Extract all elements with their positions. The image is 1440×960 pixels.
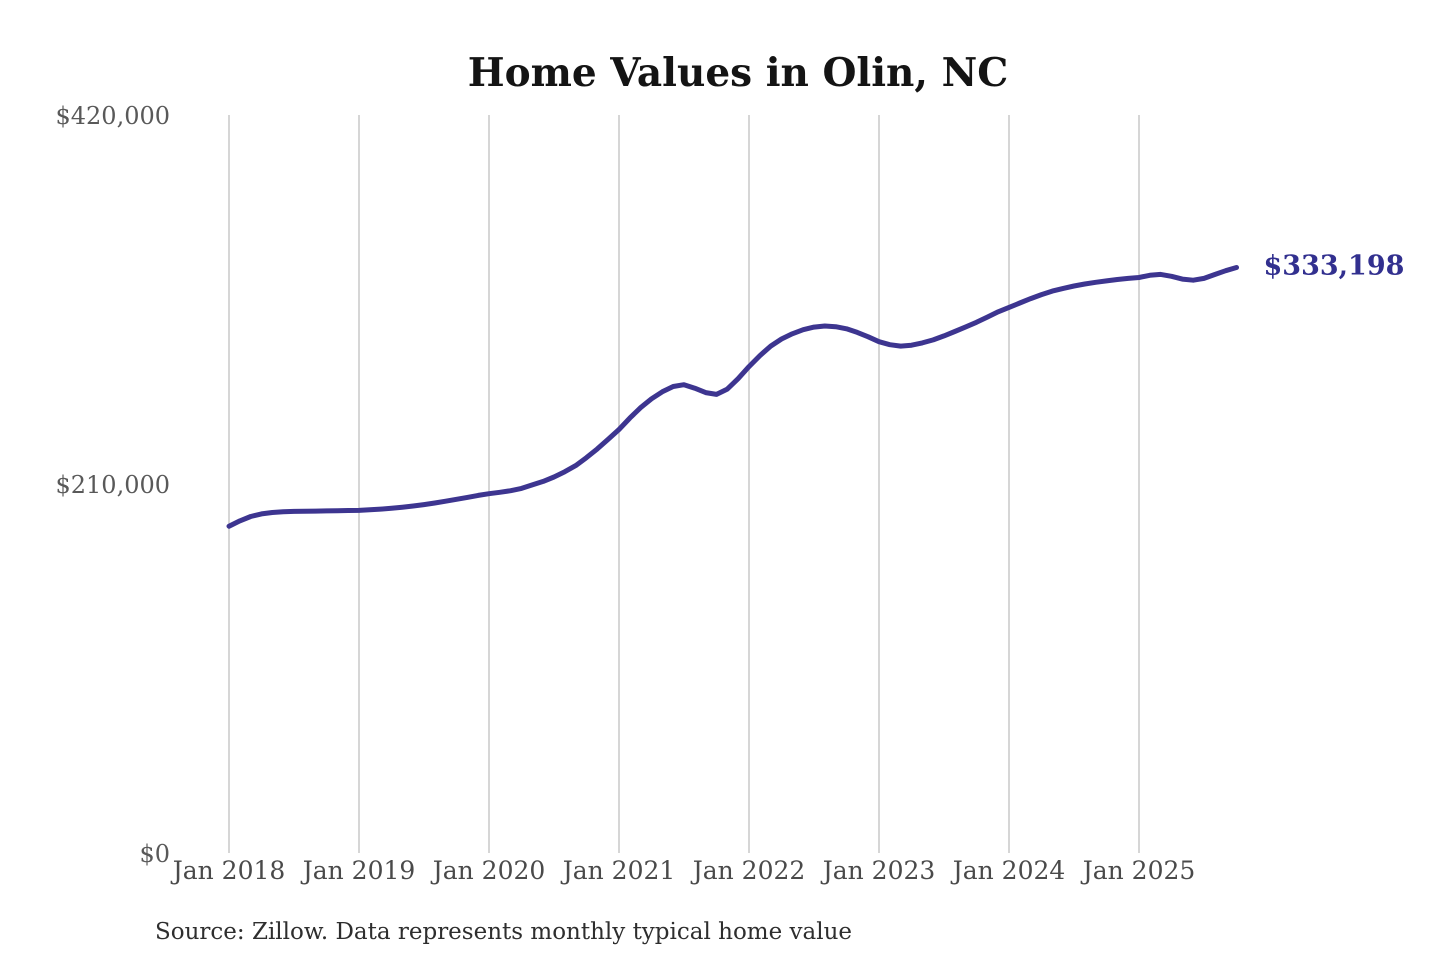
- x-tick-label: Jan 2020: [430, 856, 546, 885]
- series-group: [226, 265, 1239, 529]
- x-tick-label: Jan 2025: [1080, 856, 1196, 885]
- gridlines-group: [228, 115, 1140, 853]
- source-note: Source: Zillow. Data represents monthly …: [155, 919, 852, 945]
- value-line: [226, 265, 1239, 529]
- x-tick-label: Jan 2023: [820, 856, 936, 885]
- x-tick-label: Jan 2021: [560, 856, 676, 885]
- x-tick-label: Jan 2022: [690, 856, 806, 885]
- y-tick-label: $0: [139, 840, 170, 868]
- axis-labels-group: Jan 2018 Jan 2019 Jan 2020 Jan 2021 Jan 2022…: [55, 102, 1195, 885]
- x-tick-label: Jan 2024: [950, 856, 1066, 885]
- latest-value-label: $333,198: [1264, 251, 1405, 282]
- x-tick-label: Jan 2018: [170, 856, 286, 885]
- y-tick-label: $210,000: [55, 471, 170, 499]
- y-tick-label: $420,000: [55, 102, 170, 130]
- chart-title: Home Values in Olin, NC: [468, 50, 1009, 96]
- x-tick-label: Jan 2019: [300, 856, 416, 885]
